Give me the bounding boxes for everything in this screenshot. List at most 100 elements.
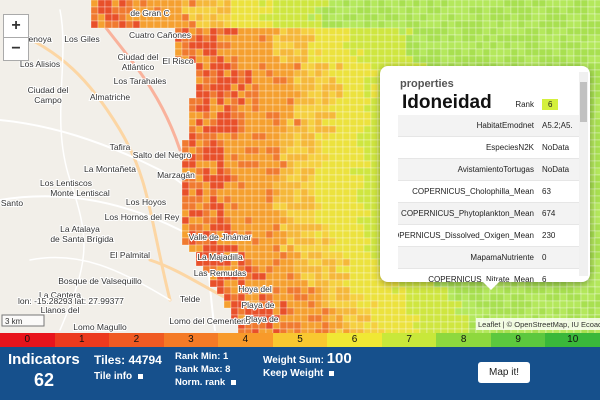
grid-cell bbox=[223, 83, 232, 92]
grid-cell bbox=[328, 13, 337, 22]
grid-cell bbox=[447, 20, 456, 29]
grid-cell bbox=[475, 307, 484, 316]
grid-cell bbox=[251, 195, 260, 204]
grid-cell bbox=[468, 55, 477, 64]
grid-cell bbox=[594, 27, 600, 36]
grid-cell bbox=[531, 307, 540, 316]
zoom-out[interactable]: − bbox=[3, 37, 29, 61]
grid-cell bbox=[517, 41, 526, 50]
property-value-text: 6 bbox=[542, 275, 547, 282]
grid-cell bbox=[398, 314, 407, 323]
grid-cell bbox=[321, 90, 330, 99]
grid-cell bbox=[356, 195, 365, 204]
grid-cell bbox=[230, 174, 239, 183]
grid-cell bbox=[363, 272, 372, 281]
scroll-thumb[interactable] bbox=[580, 82, 587, 122]
grid-cell bbox=[286, 251, 295, 260]
checkbox[interactable] bbox=[231, 379, 237, 385]
grid-cell bbox=[279, 48, 288, 57]
grid-cell bbox=[195, 216, 204, 225]
grid-cell bbox=[321, 237, 330, 246]
grid-cell bbox=[321, 104, 330, 113]
grid-cell bbox=[237, 216, 246, 225]
grid-cell bbox=[230, 34, 239, 43]
grid-cell bbox=[251, 62, 260, 71]
grid-cell bbox=[545, 13, 554, 22]
grid-cell bbox=[272, 62, 281, 71]
grid-cell bbox=[524, 34, 533, 43]
grid-cell bbox=[307, 62, 316, 71]
grid-cell bbox=[342, 202, 351, 211]
grid-cell bbox=[370, 6, 379, 15]
map-it-button[interactable]: Map it! bbox=[478, 362, 530, 383]
grid-cell bbox=[286, 272, 295, 281]
grid-cell bbox=[307, 27, 316, 36]
grid-cell bbox=[174, 41, 183, 50]
grid-cell bbox=[293, 13, 302, 22]
norm-rank[interactable]: Norm. rank bbox=[175, 377, 237, 388]
grid-cell bbox=[209, 139, 218, 148]
grid-cell bbox=[412, 0, 421, 8]
grid-cell bbox=[328, 125, 337, 134]
grid-cell bbox=[307, 272, 316, 281]
grid-cell bbox=[300, 34, 309, 43]
scrollbar[interactable] bbox=[579, 72, 588, 276]
tile-info[interactable]: Tile info bbox=[94, 371, 144, 382]
grid-cell bbox=[363, 279, 372, 288]
grid-cell bbox=[265, 244, 274, 253]
grid-cell bbox=[482, 300, 491, 309]
grid-cell bbox=[216, 27, 225, 36]
grid-cell bbox=[90, 0, 99, 8]
grid-cell bbox=[370, 195, 379, 204]
grid-cell bbox=[216, 125, 225, 134]
grid-cell bbox=[321, 258, 330, 267]
grid-cell bbox=[335, 13, 344, 22]
grid-cell bbox=[426, 13, 435, 22]
grid-cell bbox=[552, 27, 561, 36]
keep-weight[interactable]: Keep Weight bbox=[263, 368, 335, 379]
grid-cell bbox=[251, 104, 260, 113]
grid-cell bbox=[314, 34, 323, 43]
grid-cell bbox=[286, 265, 295, 274]
grid-cell bbox=[349, 111, 358, 120]
grid-cell bbox=[223, 153, 232, 162]
grid-cell bbox=[244, 34, 253, 43]
grid-cell bbox=[251, 48, 260, 57]
grid-cell bbox=[307, 286, 316, 295]
grid-cell bbox=[265, 139, 274, 148]
grid-cell bbox=[209, 153, 218, 162]
zoom-in[interactable]: + bbox=[3, 14, 29, 38]
grid-cell bbox=[125, 20, 134, 29]
grid-cell bbox=[454, 13, 463, 22]
grid-cell bbox=[349, 188, 358, 197]
attribution[interactable]: Leaflet | © OpenStreetMap, IU Ecoaqu bbox=[478, 320, 600, 329]
grid-cell bbox=[538, 27, 547, 36]
grid-cell bbox=[580, 55, 589, 64]
grid-cell bbox=[146, 0, 155, 8]
checkbox[interactable] bbox=[138, 373, 144, 379]
grid-cell bbox=[279, 20, 288, 29]
grid-cell bbox=[251, 272, 260, 281]
grid-cell bbox=[594, 13, 600, 22]
grid-cell bbox=[202, 139, 211, 148]
grid-cell bbox=[314, 272, 323, 281]
grid-cell bbox=[440, 0, 449, 8]
checkbox[interactable] bbox=[329, 370, 335, 376]
grid-cell bbox=[573, 13, 582, 22]
grid-cell bbox=[307, 118, 316, 127]
grid-cell bbox=[293, 209, 302, 218]
grid-cell bbox=[279, 104, 288, 113]
grid-cell bbox=[300, 62, 309, 71]
grid-cell bbox=[279, 237, 288, 246]
property-row: Rank 6 bbox=[398, 94, 584, 115]
grid-cell bbox=[244, 118, 253, 127]
grid-cell bbox=[251, 0, 260, 8]
grid-cell bbox=[279, 209, 288, 218]
grid-cell bbox=[300, 237, 309, 246]
grid-cell bbox=[293, 97, 302, 106]
grid-cell bbox=[328, 41, 337, 50]
grid-cell bbox=[314, 97, 323, 106]
grid-cell bbox=[335, 97, 344, 106]
place-label: Los Hornos del Rey bbox=[105, 212, 180, 222]
grid-cell bbox=[251, 251, 260, 260]
